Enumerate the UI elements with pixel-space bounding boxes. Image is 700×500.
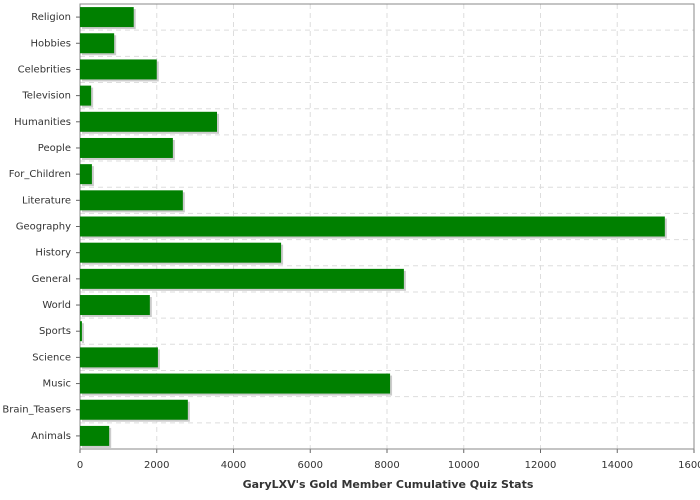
bar (80, 347, 158, 368)
y-tick-label: Hobbies (31, 38, 71, 49)
bar (80, 399, 188, 420)
bar (80, 33, 115, 54)
bar (80, 111, 217, 132)
bar (80, 373, 391, 394)
y-tick-label: Television (21, 91, 71, 102)
bar (80, 216, 665, 237)
bar (80, 7, 134, 28)
x-tick-label: 14000 (601, 460, 633, 471)
x-tick-label: 10000 (448, 460, 480, 471)
bar (80, 59, 157, 80)
bar (80, 190, 183, 211)
x-tick-label: 6000 (298, 460, 323, 471)
x-axis-label: GaryLXV's Gold Member Cumulative Quiz St… (243, 478, 534, 491)
y-tick-label: Literature (22, 195, 71, 206)
y-tick-label: Sports (39, 326, 71, 337)
y-tick-label: Music (43, 379, 71, 390)
x-tick-label: 4000 (221, 460, 246, 471)
bar-shadow (82, 323, 84, 344)
y-tick-label: Celebrities (18, 64, 71, 75)
bar (80, 164, 92, 185)
y-tick-label: Geography (16, 222, 71, 233)
bar (80, 425, 110, 446)
bar (80, 137, 173, 158)
y-tick-label: History (35, 248, 71, 259)
y-tick-label: Brain_Teasers (2, 405, 71, 416)
y-tick-label: Science (32, 352, 71, 363)
bar (80, 295, 150, 316)
x-tick-label: 16000 (678, 460, 700, 471)
x-tick-label: 0 (77, 460, 83, 471)
y-tick-label: World (42, 300, 71, 311)
bar (80, 85, 92, 106)
bar (80, 321, 82, 342)
y-tick-label: Animals (31, 431, 71, 442)
x-tick-label: 12000 (525, 460, 557, 471)
y-tick-label: Religion (31, 12, 71, 23)
bar (80, 242, 282, 263)
y-tick-label: General (32, 274, 71, 285)
y-tick-label: For_Children (9, 169, 71, 180)
x-tick-label: 8000 (374, 460, 399, 471)
y-tick-label: Humanities (14, 117, 71, 128)
y-tick-label: People (38, 143, 71, 154)
x-tick-label: 2000 (144, 460, 169, 471)
bar (80, 268, 404, 289)
